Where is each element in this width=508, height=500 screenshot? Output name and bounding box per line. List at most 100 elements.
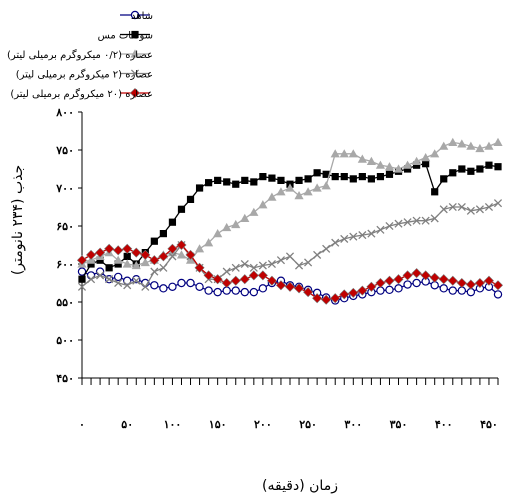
data-point [123,281,132,290]
data-point [430,214,439,223]
data-point [223,178,231,186]
x-tick-label: ۵۰ [121,418,133,431]
data-point [222,267,231,276]
data-point [349,232,358,241]
data-point [448,202,457,212]
data-point [357,154,367,163]
data-point [78,275,86,283]
data-point [393,164,404,173]
data-point [474,277,485,289]
legend-marker [129,87,141,99]
data-point [295,176,303,184]
data-point [168,218,177,226]
data-point [494,163,502,171]
data-point [493,199,503,208]
x-tick-label: ۳۰۰ [344,418,362,431]
data-point [375,277,386,289]
data-point [177,278,186,288]
data-point [257,270,268,281]
data-point [239,274,250,285]
data-point [412,156,422,165]
data-point [168,282,177,291]
data-point [322,244,331,253]
data-point [384,162,395,171]
data-point [366,281,377,292]
data-point [484,141,494,150]
data-point [159,230,167,238]
data-point [76,255,88,266]
data-point [448,137,458,146]
data-point [250,178,258,186]
legend-item: شاهد [120,10,153,22]
data-point [430,149,440,158]
data-point [113,245,124,256]
data-point [475,205,484,214]
data-point [87,260,95,268]
data-point [412,278,421,288]
data-point [313,250,322,259]
data-point [194,262,205,273]
y-axis-label: جذب (۲۳۴ نانومتر) [10,165,26,275]
data-point [466,206,475,215]
data-point [465,279,476,290]
data-point [267,259,276,269]
data-point [403,280,412,289]
data-point [385,221,394,231]
data-point [394,284,403,293]
data-point [485,161,493,169]
data-point [159,284,168,293]
data-point [492,280,504,291]
data-point [150,281,159,290]
data-point [195,282,204,291]
data-point [104,243,115,254]
data-point [339,289,350,300]
data-point [122,259,132,268]
data-point [483,275,494,286]
data-point [203,270,214,281]
series-5 [76,239,504,305]
y-tick-label: ۶۵۰ [56,220,74,233]
data-point [303,187,313,196]
data-point [258,284,268,293]
data-point [95,247,106,258]
data-point [331,173,339,181]
data-point [447,275,458,286]
data-point [185,249,196,260]
data-point [258,261,267,270]
x-tick-label: ۰ [79,418,85,431]
data-point [439,284,448,293]
data-point [240,259,249,269]
y-tick-label: ۷۵۰ [55,144,74,157]
data-point [123,276,132,285]
data-point [195,184,204,192]
series-2 [78,160,502,283]
data-point [411,268,422,279]
legend-marker [130,10,140,20]
data-point [248,270,259,281]
data-point [230,275,241,286]
data-point [294,261,304,270]
data-point [86,249,97,260]
data-point [467,167,475,175]
data-point [213,287,222,297]
data-point [402,160,413,169]
legend-label: سولفات مس [98,31,153,42]
series-layer [76,137,504,305]
series-3 [77,137,503,270]
data-point [149,255,160,266]
data-point [150,237,158,245]
data-point [438,274,449,285]
data-point [484,202,494,212]
legend-marker [131,30,139,39]
data-point [221,277,232,289]
data-point [457,286,467,295]
data-point [456,277,467,289]
data-point [403,218,412,227]
y-tick-label: ۶۰۰ [56,258,74,271]
data-point [131,247,142,258]
data-point [493,290,503,299]
x-tick-label: ۲۰۰ [254,418,272,431]
series-line [81,141,499,267]
legend-marker [130,49,140,58]
